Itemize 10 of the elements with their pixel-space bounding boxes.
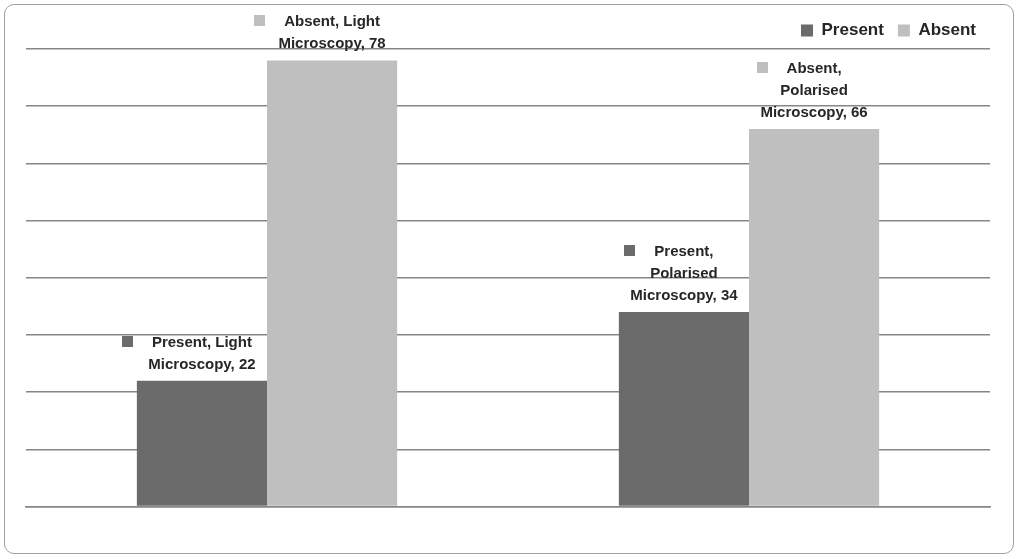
legend-label: Absent bbox=[918, 20, 977, 40]
data-label: Absent, Light Microscopy, 78 bbox=[278, 12, 386, 52]
bar bbox=[136, 380, 267, 506]
data-label: Present, Polarised Microscopy, 34 bbox=[630, 242, 739, 304]
legend-label: Present bbox=[821, 20, 885, 40]
bar bbox=[618, 312, 749, 506]
bar bbox=[267, 60, 398, 506]
bar bbox=[749, 129, 880, 506]
data-label: Present, Light Microscopy, 22 bbox=[148, 332, 256, 372]
data-label: Absent, Polarised Microscopy, 66 bbox=[760, 59, 868, 121]
